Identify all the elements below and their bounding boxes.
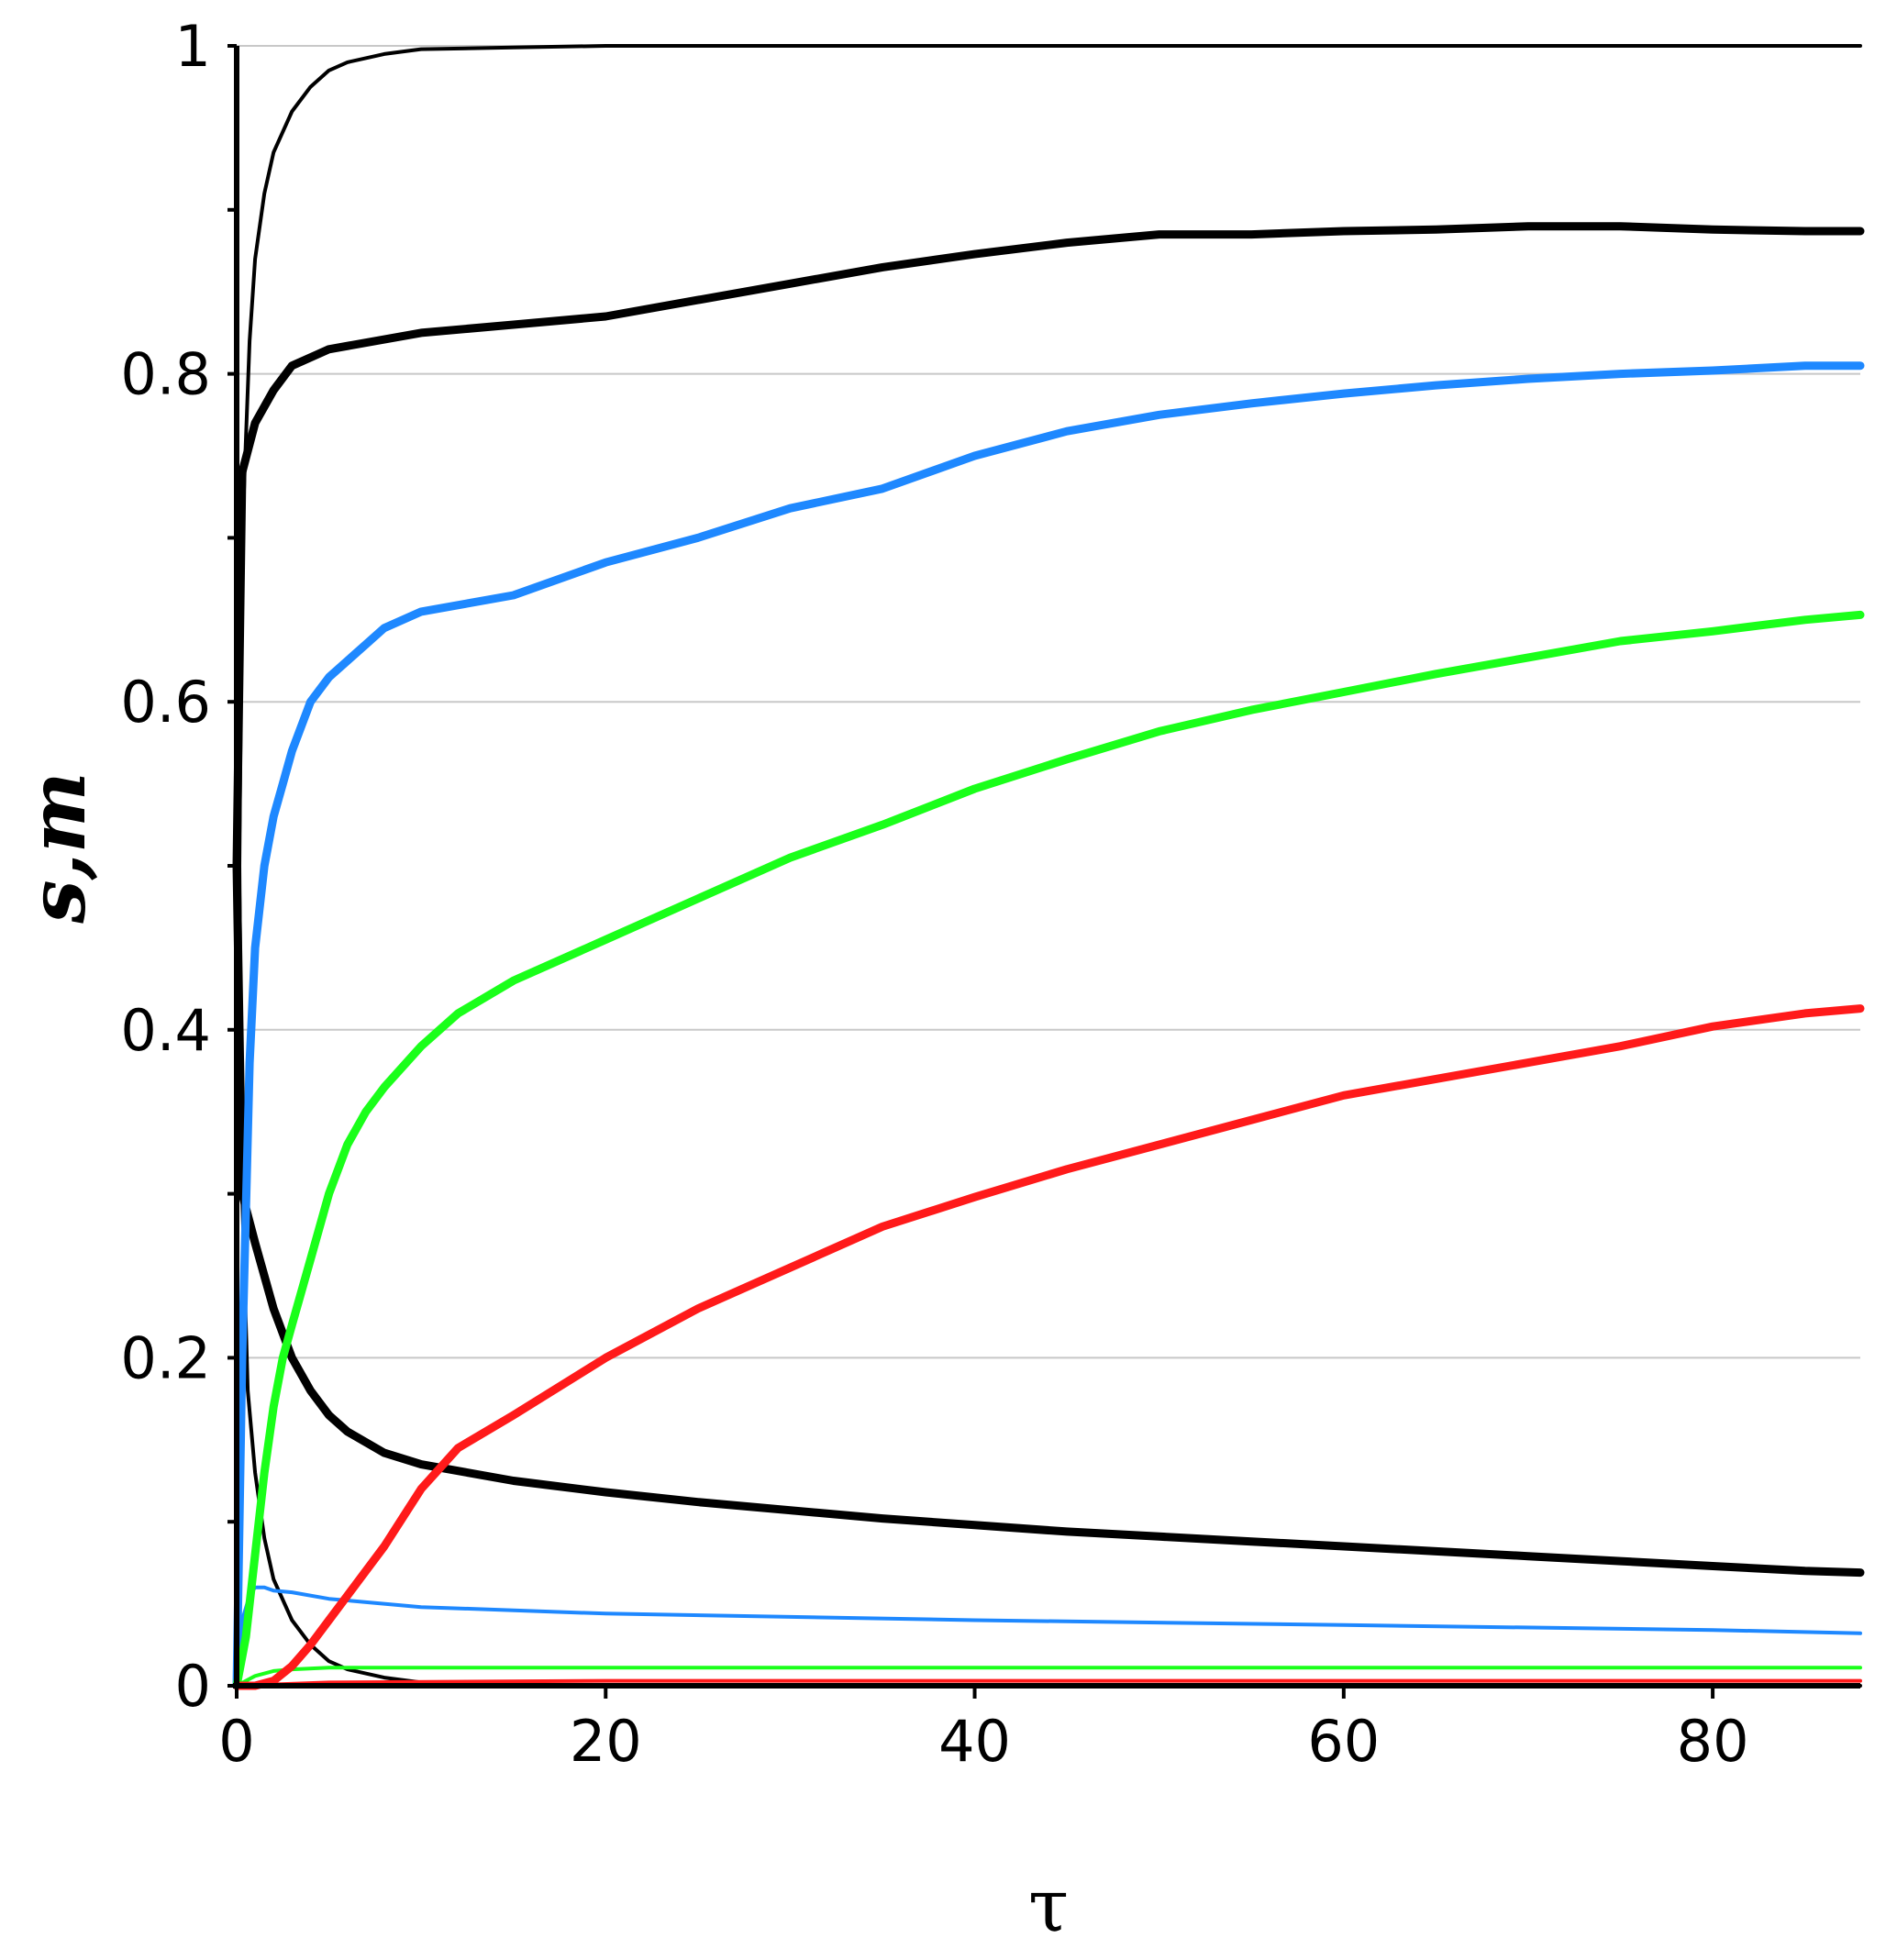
series-line-1 xyxy=(235,536,1862,1688)
series-line-5 xyxy=(235,1585,1862,1688)
y-tick-label-5: 1 xyxy=(175,13,211,80)
series-line-7 xyxy=(235,1666,1862,1688)
series-line-0 xyxy=(235,44,1862,1196)
x-axis-title: τ xyxy=(1028,1863,1069,1948)
series-line-9 xyxy=(235,1678,1862,1688)
x-tick-label-4: 80 xyxy=(1677,1708,1749,1775)
series-line-3 xyxy=(232,861,1865,1578)
ticks: 0 20 40 60 80 0 0.2 0.4 0.6 0.8 1 xyxy=(120,13,1748,1775)
x-tick-label-2: 40 xyxy=(938,1708,1011,1775)
series-line-2 xyxy=(232,222,1865,870)
axes xyxy=(233,46,1860,1689)
y-tick-label-0: 0 xyxy=(175,1653,211,1720)
y-tick-label-3: 0.6 xyxy=(120,669,211,736)
series-line-8 xyxy=(232,1004,1865,1690)
y-tick-label-2: 0.4 xyxy=(120,997,211,1064)
x-tick-label-0: 0 xyxy=(218,1708,254,1775)
y-axis-title: s,m xyxy=(12,771,103,924)
series-line-6 xyxy=(232,610,1865,1690)
series-layer xyxy=(232,44,1865,1690)
y-tick-label-1: 0.2 xyxy=(120,1324,211,1391)
x-tick-label-3: 60 xyxy=(1307,1708,1380,1775)
series-line-4 xyxy=(232,361,1865,1690)
y-tick-label-4: 0.8 xyxy=(120,341,211,408)
x-tick-label-1: 20 xyxy=(570,1708,642,1775)
